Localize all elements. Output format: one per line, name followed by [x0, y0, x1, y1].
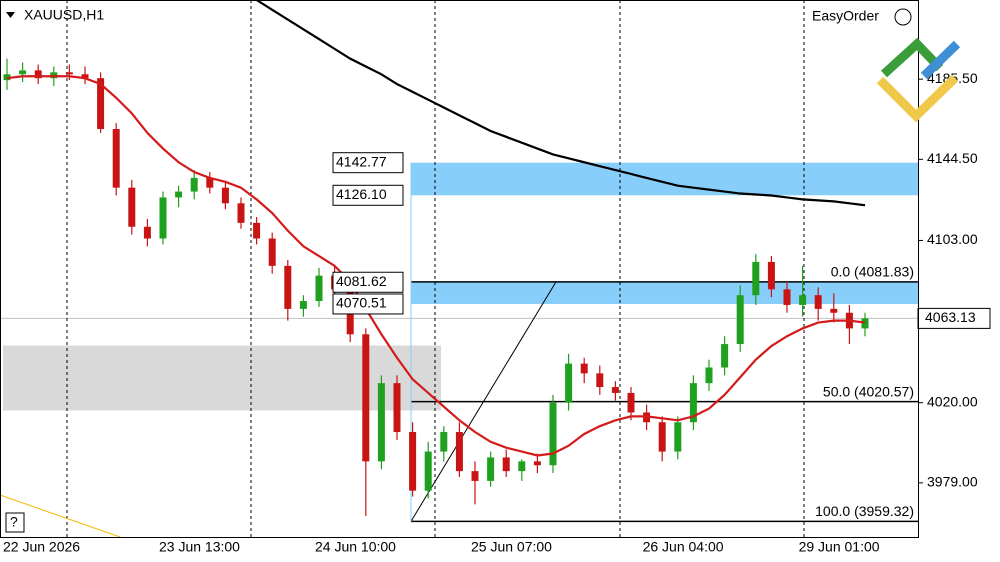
fib-label: 100.0 (3959.32) — [815, 503, 914, 519]
zone — [3, 345, 441, 411]
current-price-label: 4063.13 — [925, 309, 976, 325]
candle-body — [440, 432, 448, 452]
zone-label: 4070.51 — [336, 295, 387, 311]
candle-body — [393, 383, 401, 433]
x-tick-label: 22 Jun 2026 — [3, 539, 80, 555]
y-tick-label: 4144.50 — [927, 150, 978, 166]
zone — [411, 282, 918, 304]
background-layer — [0, 162, 918, 411]
candle-body — [814, 295, 822, 309]
candle-body — [518, 461, 526, 472]
candle-body — [190, 177, 198, 192]
candle-body — [596, 373, 604, 388]
fib-trendline — [410, 281, 557, 522]
candle-body — [783, 289, 791, 305]
candle-body — [268, 238, 276, 266]
zone-label: 4081.62 — [336, 273, 387, 289]
time-grid — [66, 0, 805, 537]
candle-body — [487, 457, 495, 481]
plot — [3, 0, 918, 523]
y-tick-label: 3979.00 — [927, 474, 978, 490]
zone — [411, 162, 918, 196]
candle-body — [128, 187, 136, 227]
candle-body — [19, 70, 27, 75]
candle-body — [580, 363, 588, 374]
help-button[interactable]: ? — [10, 514, 18, 530]
candle-body — [705, 367, 713, 384]
candle-body — [112, 129, 120, 188]
moving-average — [6, 75, 866, 457]
candle-body — [206, 177, 214, 188]
candle-body — [502, 457, 510, 472]
chart-title: XAUUSD,H1 — [24, 7, 104, 23]
menu-arrow[interactable] — [6, 12, 15, 18]
candle-body — [752, 261, 760, 296]
candle-body — [799, 295, 807, 305]
candle-body — [658, 422, 666, 452]
candle-body — [143, 226, 151, 239]
moving-average — [256, 0, 866, 207]
candle-body — [65, 72, 73, 75]
candle-body — [549, 402, 557, 466]
smiley — [894, 8, 912, 26]
x-tick-label: 23 Jun 13:00 — [159, 539, 240, 555]
candle-body — [299, 301, 307, 309]
candle-body — [611, 387, 619, 393]
x-tick-label: 25 Jun 07:00 — [471, 539, 552, 555]
x-tick-label: 26 Jun 04:00 — [643, 539, 724, 555]
zone-label: 4142.77 — [336, 153, 387, 169]
zone-label-box — [332, 152, 404, 174]
candle-body — [34, 70, 42, 79]
candle-body — [97, 78, 105, 130]
candle-body — [533, 461, 541, 466]
candle-body — [237, 203, 245, 223]
zone-label-box — [332, 293, 404, 315]
candle-body — [736, 295, 744, 345]
candle-body — [565, 363, 573, 403]
overlay: 3979.004020.004103.004144.504185.504142.… — [3, 70, 991, 555]
fib-label: 0.0 (4081.83) — [831, 264, 914, 280]
candle-body — [159, 197, 167, 239]
decor-line — [0, 494, 121, 538]
fib-label: 50.0 (4020.57) — [823, 383, 914, 399]
candle-body — [861, 318, 869, 329]
zone-label-box — [332, 184, 404, 206]
candle-body — [767, 261, 775, 290]
candle-body — [627, 392, 635, 413]
candle-body — [674, 422, 682, 452]
easy-order-button[interactable]: EasyOrder — [812, 8, 879, 24]
candle-body — [362, 334, 370, 462]
candle-body — [471, 471, 479, 481]
candle-body — [830, 308, 838, 313]
help-box[interactable] — [5, 512, 25, 533]
candle-body — [455, 432, 463, 472]
candle-body — [221, 187, 229, 204]
candle-body — [689, 383, 697, 423]
zone-label-box — [332, 271, 404, 293]
candle-body — [409, 432, 417, 491]
candle-body — [175, 191, 183, 198]
candle-body — [424, 451, 432, 491]
logo — [876, 37, 961, 123]
x-tick-label: 24 Jun 10:00 — [315, 539, 396, 555]
zone-label: 4126.10 — [336, 186, 387, 202]
y-tick-label: 4103.00 — [927, 231, 978, 247]
plot-frame — [0, 0, 919, 538]
candle-body — [253, 222, 261, 239]
x-tick-label: 29 Jun 01:00 — [799, 539, 880, 555]
y-tick-label: 4020.00 — [927, 393, 978, 409]
candle-body — [721, 344, 729, 368]
candle-body — [377, 383, 385, 462]
candle-body — [315, 275, 323, 302]
candle-body — [284, 265, 292, 309]
candle-body — [81, 74, 89, 79]
